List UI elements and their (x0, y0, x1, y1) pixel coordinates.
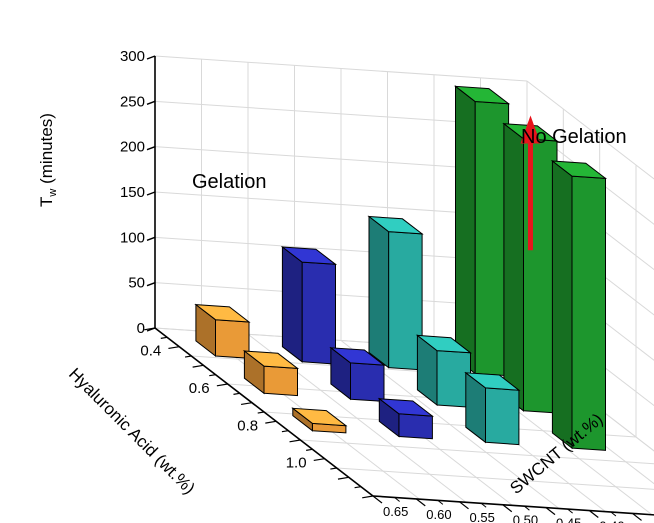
arrow-head (520, 115, 541, 144)
bars (194, 85, 608, 451)
z-tick-label: 50 (128, 275, 145, 292)
ticks: 0501001502002503000.40.60.81.00.250.300.… (120, 48, 654, 523)
z-title-rest: (minutes) (37, 113, 56, 189)
arrow (520, 115, 541, 251)
bar (550, 159, 608, 451)
x-tick-label: 0.65 (383, 504, 408, 519)
bar (242, 349, 300, 397)
z-tick-label: 0 (137, 320, 145, 337)
x-tick-label: 0.60 (426, 507, 451, 522)
z-axis-title: Tw (minutes) (37, 113, 59, 207)
y-tick-label: 1.0 (286, 455, 307, 472)
x-tick-label: 0.45 (556, 516, 581, 523)
x-tick-label: 0.55 (470, 510, 495, 523)
z-title-sub: w (47, 189, 59, 198)
x-tick-label: 0.50 (513, 513, 538, 523)
z-title-main: T (37, 197, 56, 207)
z-tick-label: 300 (120, 48, 145, 65)
bar (464, 371, 521, 446)
x-axis-line (372, 495, 654, 516)
bar (453, 85, 511, 377)
bar (329, 346, 386, 402)
x-tick-label: 0.40 (599, 519, 624, 523)
z-tick-label: 250 (120, 93, 145, 110)
bar (367, 215, 424, 371)
y-tick-label: 0.4 (140, 343, 161, 360)
z-tick-label: 150 (120, 184, 145, 201)
bar (291, 407, 348, 434)
y-tick-label: 0.6 (189, 380, 210, 397)
bar (377, 397, 435, 440)
y-tick-label: 0.8 (237, 417, 258, 434)
y-axis-title: Hyaluronic Acid (wt.%) (65, 364, 199, 498)
z-tick-label: 100 (120, 229, 145, 246)
bar (194, 303, 251, 359)
x-tick-label: 0.35 (643, 521, 654, 523)
z-tick-label: 200 (120, 139, 145, 156)
gelation-annotation: Gelation (192, 171, 267, 193)
no-gelation-annotation: No Gelation (521, 126, 627, 148)
bar (280, 245, 338, 365)
bar (415, 334, 473, 408)
